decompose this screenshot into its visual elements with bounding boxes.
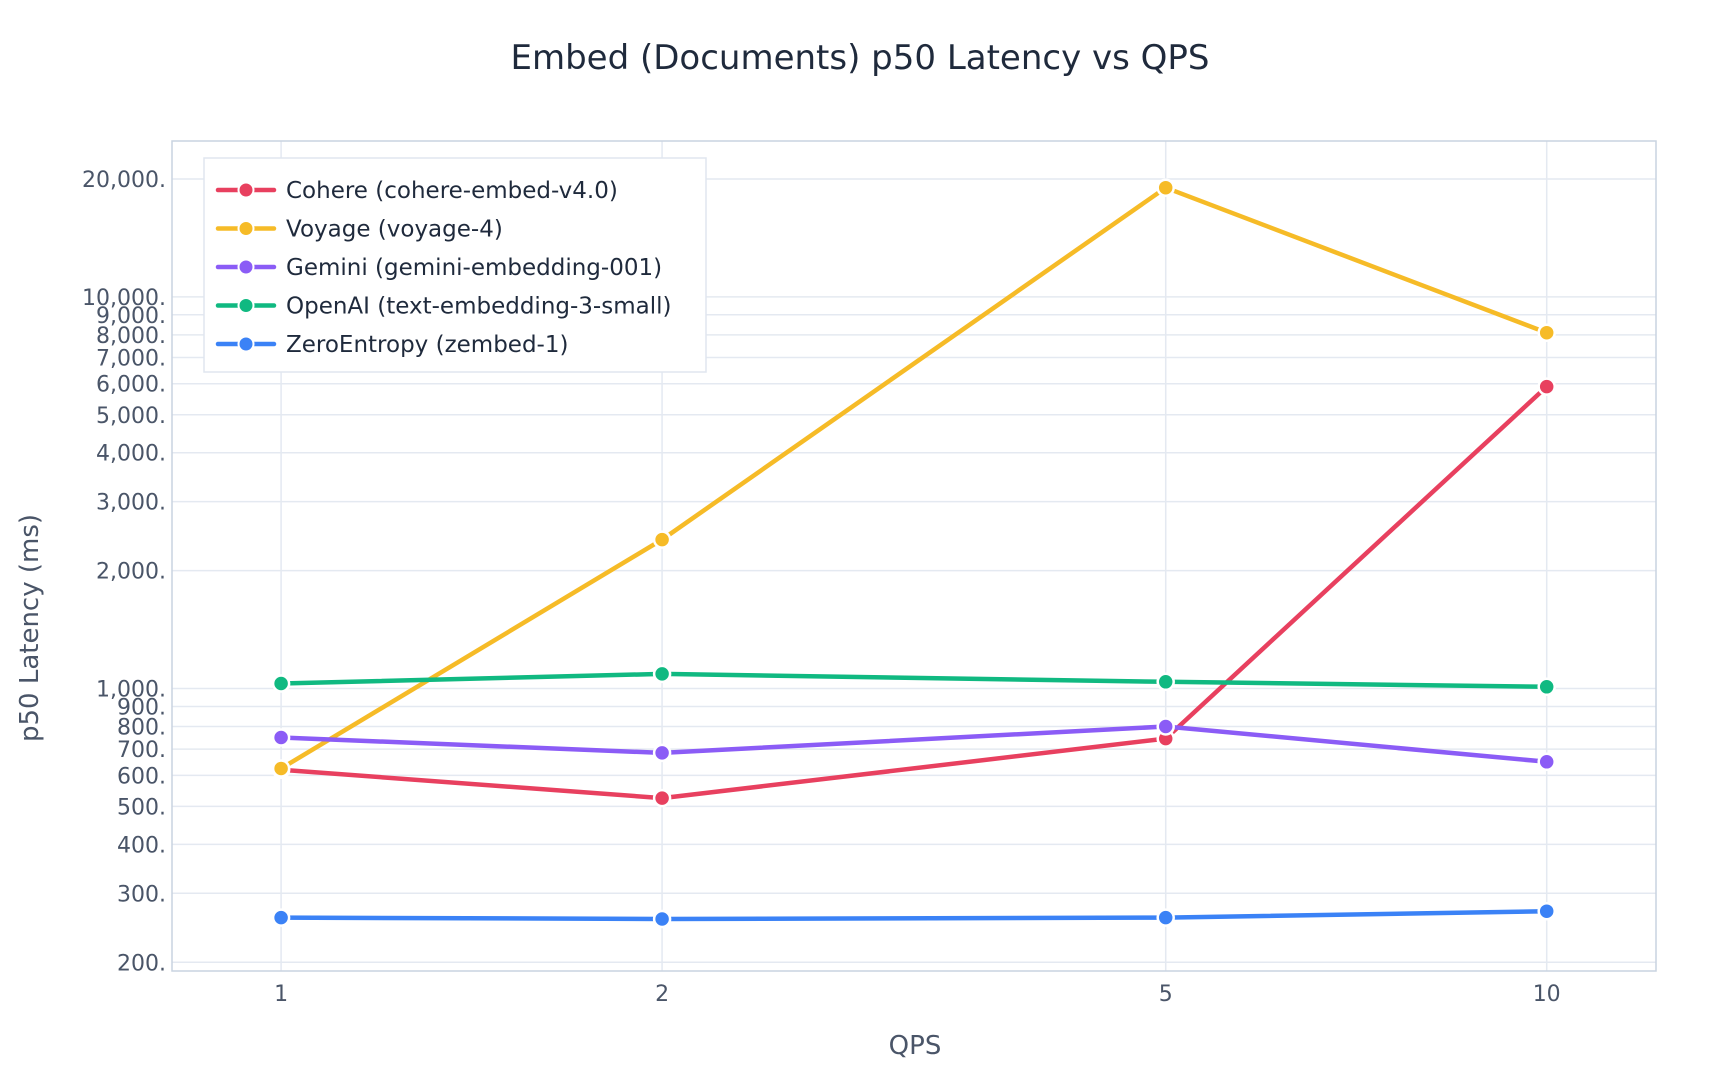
legend-label: OpenAI (text-embedding-3-small) — [286, 294, 671, 320]
y-tick-label: 300. — [117, 882, 166, 907]
data-point[interactable] — [1537, 752, 1556, 772]
y-tick-label: 5,000. — [96, 404, 166, 429]
y-tick-label: 700. — [117, 738, 166, 763]
y-tick-label: 900. — [117, 695, 166, 720]
legend-item[interactable]: Gemini (gemini-embedding-001) — [215, 255, 662, 281]
legend-marker — [237, 181, 255, 199]
x-tick-label: 10 — [1533, 982, 1561, 1007]
series — [271, 901, 1556, 929]
legend-item[interactable]: ZeroEntropy (zembed-1) — [215, 332, 568, 358]
series — [271, 178, 1556, 778]
legend-item[interactable]: Voyage (voyage-4) — [215, 217, 503, 243]
data-point[interactable] — [271, 908, 291, 927]
chart-title: Embed (Documents) p50 Latency vs QPS — [510, 38, 1209, 78]
x-axis-ticks: 1 2 5 10 — [274, 982, 1561, 1007]
series — [271, 717, 1556, 772]
data-point[interactable] — [652, 909, 672, 929]
y-tick-label: 800. — [117, 715, 166, 740]
legend-label: Gemini (gemini-embedding-001) — [286, 255, 662, 281]
series-layer — [271, 178, 1556, 929]
data-point[interactable] — [1156, 908, 1175, 927]
legend-marker — [237, 297, 255, 314]
data-point[interactable] — [1156, 672, 1175, 692]
y-tick-label: 2,000. — [96, 560, 166, 585]
series-line — [278, 724, 1549, 765]
x-tick-label: 5 — [1159, 982, 1173, 1007]
data-point[interactable] — [1537, 323, 1556, 342]
series — [271, 664, 1556, 697]
y-tick-label: 20,000. — [82, 168, 166, 193]
plot-frame — [171, 140, 1657, 972]
series-line — [278, 908, 1549, 922]
data-point[interactable] — [1537, 677, 1556, 697]
data-point[interactable] — [271, 674, 291, 693]
y-tick-label: 8,000. — [96, 324, 166, 349]
x-axis-title: QPS — [889, 1031, 942, 1061]
y-tick-label: 4,000. — [96, 442, 166, 467]
legend-box — [203, 157, 707, 373]
y-tick-label: 3,000. — [96, 491, 166, 516]
y-tick-label: 10,000. — [82, 286, 166, 311]
y-tick-label: 200. — [117, 951, 166, 976]
data-point[interactable] — [652, 743, 672, 763]
y-tick-label: 9,000. — [96, 304, 166, 329]
legend-marker — [237, 335, 255, 353]
legend: Cohere (cohere-embed-v4.0) Voyage (voyage… — [203, 157, 707, 373]
x-tick-label: 1 — [274, 982, 288, 1007]
legend-marker — [237, 258, 255, 276]
legend-label: Voyage (voyage-4) — [286, 217, 503, 243]
legend-label: ZeroEntropy (zembed-1) — [286, 332, 568, 358]
data-point[interactable] — [271, 759, 291, 778]
y-tick-label: 400. — [117, 833, 166, 858]
data-point[interactable] — [652, 664, 672, 684]
y-axis-ticks: 200. 300. 400. 500. 600.700.800.900.1,000. 2,… — [82, 168, 166, 976]
data-point[interactable] — [652, 530, 672, 549]
legend-item[interactable]: OpenAI (text-embedding-3-small) — [215, 294, 671, 320]
y-tick-label: 500. — [117, 795, 166, 820]
data-point[interactable] — [1156, 717, 1175, 736]
legend-marker — [237, 220, 255, 237]
series-line — [278, 671, 1549, 690]
data-point[interactable] — [271, 728, 291, 747]
data-point[interactable] — [652, 788, 672, 808]
data-point[interactable] — [1537, 377, 1556, 396]
legend-label: Cohere (cohere-embed-v4.0) — [286, 178, 618, 204]
y-tick-label: 7,000. — [96, 347, 166, 372]
grid-layer — [172, 141, 1656, 971]
y-tick-label: 600. — [117, 764, 166, 789]
x-tick-label: 2 — [655, 982, 669, 1007]
y-axis-title: p50 Latency (ms) — [15, 514, 45, 742]
legend-item[interactable]: Cohere (cohere-embed-v4.0) — [215, 178, 618, 204]
data-point[interactable] — [1537, 901, 1556, 921]
series-line — [278, 384, 1549, 801]
data-point[interactable] — [1156, 178, 1175, 197]
series-line — [278, 185, 1549, 771]
y-tick-label: 1,000. — [96, 678, 166, 703]
y-tick-label: 6,000. — [96, 373, 166, 398]
